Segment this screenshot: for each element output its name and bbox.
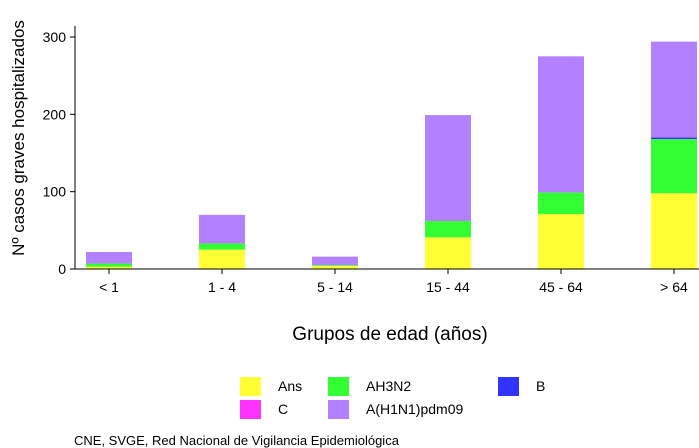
legend-label: A(H1N1)pdm09: [366, 401, 464, 417]
bar-segment: [312, 265, 358, 266]
bar-segment: [312, 256, 358, 266]
x-tick-label: < 1: [99, 279, 119, 295]
legend-item-c: C: [240, 399, 288, 419]
y-tick-label: 100: [43, 184, 67, 200]
bar-segment: [651, 193, 697, 269]
bar-segment: [538, 192, 584, 215]
legend-swatch: [240, 376, 261, 396]
legend-swatch: [498, 376, 519, 396]
y-tick-label: 300: [43, 29, 67, 45]
x-axis-title: Grupos de edad (años): [292, 324, 487, 345]
bar-segment: [86, 266, 132, 269]
legend-swatch: [328, 376, 349, 396]
source-caption: CNE, SVGE, Red Nacional de Vigilancia Ep…: [74, 433, 399, 448]
bar-segment: [86, 263, 132, 267]
x-tick-label: 1 - 4: [208, 279, 236, 295]
x-tick-label: 5 - 14: [317, 279, 353, 295]
bar-segment: [651, 41, 697, 138]
legend-label: Ans: [278, 378, 303, 394]
bar-segment: [86, 251, 132, 264]
bar-segment: [199, 249, 245, 269]
legend-swatch: [328, 399, 349, 419]
legend-label: C: [278, 401, 289, 417]
bar-segment: [199, 243, 245, 250]
bar-segment: [651, 137, 697, 140]
bar-segment: [425, 221, 471, 238]
legend-item-b: B: [498, 376, 545, 396]
x-tick-label: > 64: [660, 279, 688, 295]
bar-segment: [312, 265, 358, 269]
legend-item-a-h1n1-pdm09: A(H1N1)pdm09: [328, 399, 463, 419]
x-tick-label: 45 - 64: [539, 279, 583, 295]
legend-label: B: [536, 378, 546, 394]
legend-item-ah3n2: AH3N2: [328, 376, 411, 396]
y-axis-title: Nº casos graves hospitalizados: [9, 20, 28, 256]
bar-segment: [425, 237, 471, 269]
legend: Ans AH3N2 B C A(H1N1)pdm09: [240, 376, 580, 420]
ticks-layer: < 1 1 - 4 5 - 14 15 - 44 45 - 64 > 64 0 100 200 3…: [43, 29, 688, 295]
legend-item-ans: Ans: [240, 376, 302, 396]
bar-segment: [425, 115, 471, 222]
legend-label: AH3N2: [366, 378, 412, 394]
bars-layer: [86, 41, 697, 269]
bar-segment: [199, 214, 245, 244]
bar-segment: [538, 56, 584, 193]
y-tick-label: 200: [43, 106, 67, 122]
legend-swatch: [240, 399, 261, 419]
y-tick-label: 0: [58, 261, 66, 277]
bar-segment: [538, 214, 584, 269]
x-tick-label: 15 - 44: [426, 279, 470, 295]
bar-segment: [651, 139, 697, 194]
axes-layer: [74, 26, 699, 270]
